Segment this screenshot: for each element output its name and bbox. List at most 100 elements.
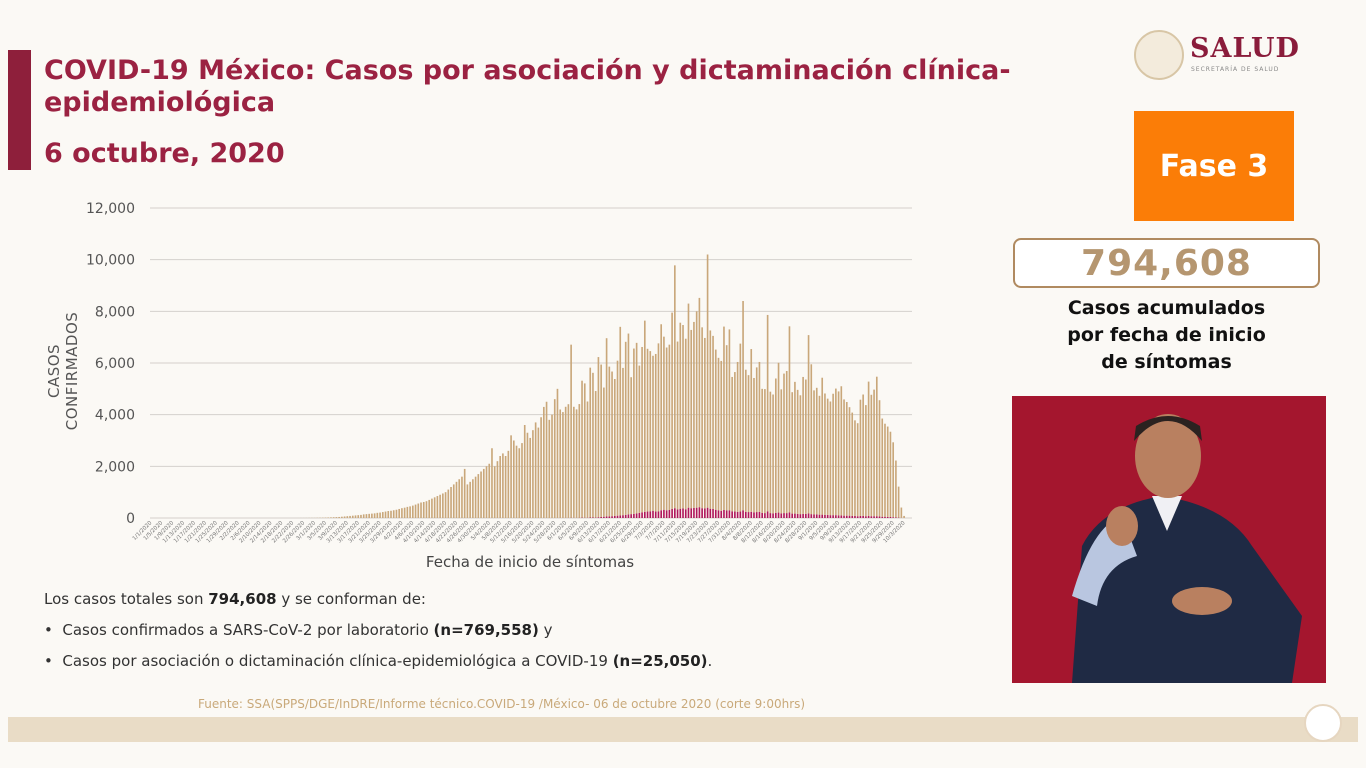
y-axis-label: CASOS CONFIRMADOS: [45, 311, 81, 431]
bar-laboratory: [521, 443, 523, 518]
bar-laboratory: [447, 489, 450, 518]
bullet-lab-n: (n=769,558): [433, 621, 539, 639]
bar-association: [695, 507, 698, 518]
bar-laboratory: [597, 357, 600, 518]
bar-laboratory: [403, 507, 406, 518]
bar-laboratory: [543, 406, 545, 518]
bar-association: [704, 508, 706, 518]
bar-association: [747, 512, 750, 518]
bar-association: [837, 515, 840, 518]
bar-association: [657, 511, 660, 518]
bar-association: [824, 514, 826, 518]
bar-association: [706, 507, 709, 518]
bar-laboratory: [551, 414, 553, 518]
bar-laboratory: [603, 387, 605, 517]
bar-chart: 02,0004,0006,0008,00010,00012,0001/1/202…: [86, 201, 912, 544]
bar-laboratory: [704, 337, 706, 509]
bar-laboratory: [420, 502, 422, 518]
bar-laboratory: [351, 515, 354, 518]
bar-laboratory: [660, 324, 663, 511]
bar-laboratory: [728, 329, 731, 511]
bar-laboratory: [799, 395, 802, 515]
bar-laboratory: [794, 381, 796, 514]
bar-laboratory: [668, 344, 671, 510]
bar-association: [873, 516, 875, 518]
bar-association: [709, 508, 712, 518]
bar-laboratory: [570, 344, 572, 518]
bar-laboratory: [381, 512, 384, 518]
bar-laboratory: [832, 393, 834, 516]
bar-association: [619, 515, 622, 518]
total-cases-caption: Casos acumulados por fecha de inicio de …: [1013, 295, 1320, 376]
bar-laboratory: [512, 440, 515, 518]
bar-laboratory: [461, 476, 463, 518]
total-cases-box: 794,608: [1013, 238, 1320, 288]
bar-association: [605, 516, 608, 518]
bar-laboratory: [559, 409, 562, 518]
bar-laboratory: [600, 364, 602, 517]
bar-association: [884, 516, 886, 518]
bar-association: [851, 515, 854, 518]
bar-laboratory: [360, 514, 362, 518]
bar-association: [643, 511, 646, 518]
bar-laboratory: [663, 336, 665, 510]
bar-association: [603, 516, 605, 518]
bar-laboratory: [392, 510, 395, 518]
bar-laboratory: [502, 453, 504, 518]
bar-association: [761, 512, 763, 518]
bar-laboratory: [482, 468, 485, 518]
bar-laboratory: [665, 347, 668, 511]
bar-laboratory: [870, 394, 873, 517]
bar-laboratory: [810, 364, 813, 515]
bar-laboratory: [428, 499, 431, 518]
bar-laboratory: [458, 479, 461, 518]
bar-laboratory: [671, 312, 673, 509]
bar-laboratory: [687, 303, 690, 508]
bar-laboratory: [444, 492, 447, 518]
bar-laboratory: [815, 387, 818, 515]
bar-laboratory: [335, 517, 338, 518]
bar-association: [717, 510, 720, 518]
bar-laboratory: [676, 341, 679, 510]
bar-laboratory: [605, 338, 608, 517]
bar-laboratory: [788, 326, 791, 513]
bar-laboratory: [496, 461, 499, 518]
bar-laboratory: [376, 512, 379, 518]
y-tick-label: 4,000: [95, 408, 135, 424]
bar-laboratory: [452, 484, 455, 518]
bar-laboratory: [346, 516, 349, 518]
bar-association: [862, 515, 864, 518]
bar-laboratory: [897, 486, 900, 518]
bar-laboratory: [493, 466, 496, 518]
salud-logo-text: SALUD: [1190, 33, 1300, 64]
bar-laboratory: [835, 388, 837, 516]
bar-association: [665, 510, 668, 518]
bar-laboratory: [848, 407, 851, 516]
bar-laboratory: [540, 417, 542, 518]
y-tick-label: 12,000: [86, 201, 135, 217]
bar-association: [774, 512, 777, 518]
bar-association: [613, 515, 616, 518]
summary-total: 794,608: [208, 590, 277, 608]
bar-laboratory: [813, 390, 815, 515]
bar-laboratory: [725, 345, 728, 511]
bar-laboratory: [777, 362, 780, 513]
bar-association: [886, 516, 889, 518]
bar-laboratory: [442, 493, 444, 518]
page-title-line1: COVID-19 México: Casos por asociación y …: [44, 55, 1011, 86]
bar-laboratory: [821, 377, 824, 515]
caption-line: de síntomas: [1101, 351, 1232, 373]
bar-laboratory: [837, 391, 840, 516]
gobierno-de-mexico-logo: [1304, 704, 1342, 742]
bar-laboratory: [395, 509, 398, 518]
bar-laboratory: [611, 371, 613, 517]
bar-laboratory: [548, 419, 551, 518]
caption-line: por fecha de inicio: [1067, 324, 1266, 346]
bar-laboratory: [892, 442, 894, 518]
bar-laboratory: [624, 341, 627, 515]
bar-laboratory: [556, 388, 559, 518]
bar-association: [728, 510, 731, 518]
bar-association: [679, 508, 682, 518]
bar-laboratory: [384, 511, 387, 518]
caption-line: Casos acumulados: [1067, 297, 1266, 319]
